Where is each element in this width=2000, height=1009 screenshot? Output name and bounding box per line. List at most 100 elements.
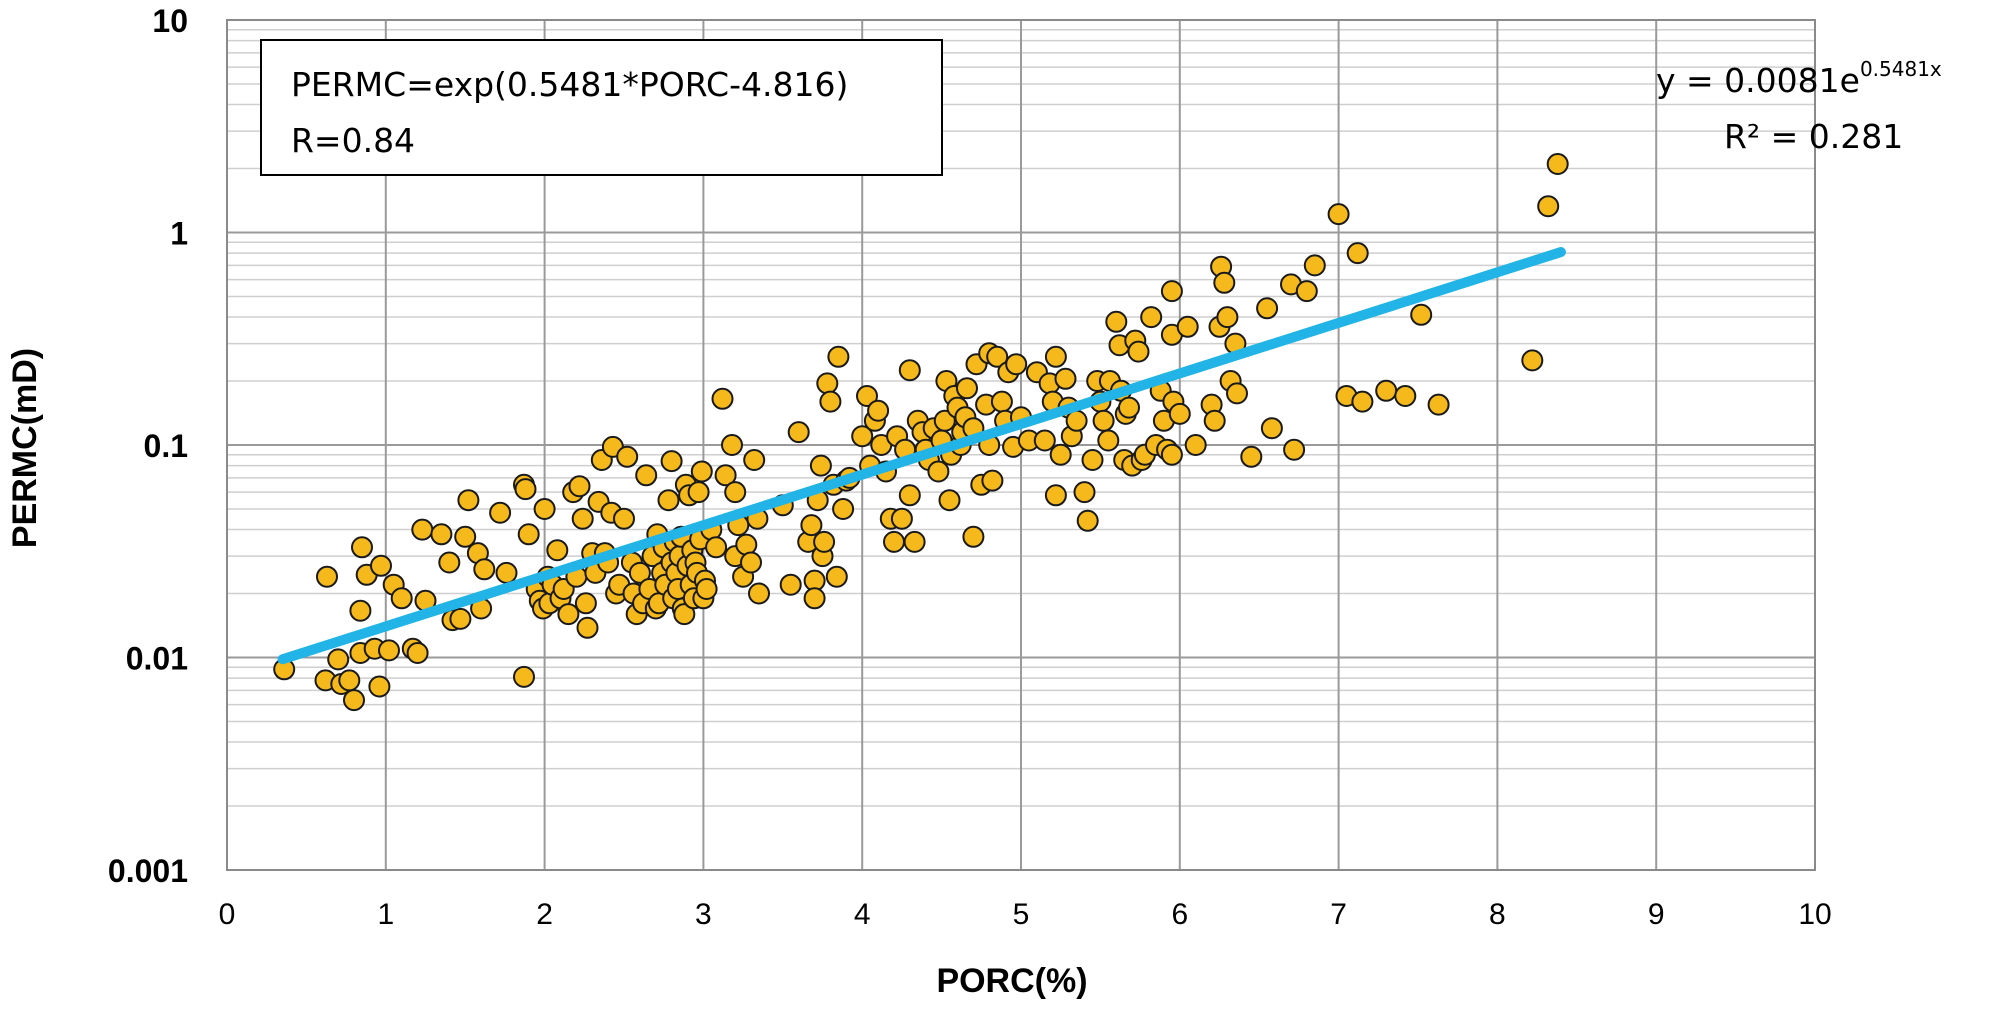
data-point — [1375, 379, 1398, 402]
data-point — [1394, 385, 1417, 407]
x-tick-label: 3 — [695, 898, 712, 931]
data-point — [1065, 409, 1088, 432]
data-point — [981, 469, 1004, 492]
data-point — [827, 345, 850, 368]
data-point — [1184, 434, 1207, 456]
data-point — [803, 587, 826, 610]
x-axis-tick-labels: 0 1 2 3 4 5 6 7 8 9 10 — [219, 898, 1832, 931]
data-point — [1295, 280, 1318, 303]
data-point — [517, 523, 540, 546]
data-point — [800, 514, 823, 537]
data-point — [1351, 390, 1374, 413]
data-point — [1521, 349, 1544, 372]
data-point — [673, 603, 696, 626]
data-point — [740, 551, 762, 574]
trendline-equation: y = 0.0081e0.5481x — [1656, 57, 1942, 100]
data-point — [1049, 443, 1072, 466]
data-point — [1044, 484, 1067, 507]
x-tick-label: 9 — [1648, 898, 1665, 931]
data-point — [695, 578, 718, 600]
data-point — [714, 464, 737, 487]
data-point — [1546, 153, 1569, 175]
y-axis-title: PERMC(mD) — [6, 348, 44, 548]
data-point — [787, 421, 810, 444]
x-tick-label: 6 — [1171, 898, 1188, 931]
x-tick-label: 0 — [219, 898, 236, 931]
data-point — [735, 533, 758, 556]
data-point — [390, 587, 413, 610]
data-point — [1226, 382, 1248, 405]
data-point — [489, 501, 512, 524]
x-tick-label: 4 — [854, 898, 871, 931]
trendline-layer — [277, 247, 1566, 665]
data-point — [454, 525, 477, 548]
data-point — [1283, 438, 1306, 461]
data-point — [711, 387, 734, 410]
data-point — [1160, 443, 1183, 466]
data-point — [1097, 429, 1120, 452]
data-point — [1118, 396, 1140, 419]
equation-box-border — [260, 39, 943, 176]
data-point — [1346, 242, 1369, 265]
data-point — [557, 603, 580, 626]
equation-box-line2: R=0.84 — [291, 121, 415, 160]
data-point — [1081, 449, 1104, 471]
data-point — [1427, 393, 1450, 416]
trendline-equation-exponent: 0.5481x — [1860, 57, 1942, 81]
data-point — [813, 530, 836, 553]
plot-area-frame — [226, 19, 1816, 871]
data-point — [657, 489, 680, 512]
data-point — [1216, 306, 1239, 329]
data-point — [1033, 429, 1056, 452]
data-point — [1105, 310, 1128, 333]
data-points — [273, 153, 1569, 712]
data-point — [705, 536, 728, 559]
data-point — [533, 498, 556, 520]
data-point — [338, 669, 361, 692]
data-point — [457, 489, 480, 512]
data-point — [635, 464, 658, 487]
data-point — [819, 390, 842, 413]
trendline-r-squared: R² = 0.281 — [1724, 117, 1903, 156]
data-point — [1203, 409, 1226, 432]
data-point — [956, 377, 978, 400]
data-point — [1537, 195, 1560, 218]
data-point — [933, 409, 956, 432]
data-point — [546, 539, 569, 562]
x-tick-label: 1 — [377, 898, 394, 931]
data-point — [411, 518, 434, 541]
data-point — [370, 554, 392, 577]
data-point — [1327, 203, 1350, 226]
data-point — [898, 484, 921, 507]
y-tick-label: 1 — [170, 216, 188, 252]
exponential-trendline — [277, 247, 1566, 665]
data-point — [1005, 353, 1028, 376]
data-point — [1076, 509, 1099, 532]
data-point — [1044, 345, 1067, 368]
data-point — [438, 551, 461, 574]
data-point — [378, 639, 400, 662]
trendline-equation-prefix: y = 0.0081e — [1656, 61, 1860, 100]
x-tick-label: 2 — [536, 898, 553, 931]
data-point — [628, 561, 651, 584]
data-point — [883, 530, 905, 553]
data-point — [903, 530, 926, 553]
data-point — [1176, 315, 1199, 338]
data-point — [343, 689, 365, 712]
data-point — [898, 359, 921, 382]
data-point — [1240, 445, 1263, 468]
data-point — [867, 399, 890, 422]
data-point — [990, 390, 1013, 413]
data-point — [832, 498, 855, 520]
y-tick-label: 0.001 — [108, 853, 188, 889]
data-point — [1140, 306, 1163, 329]
data-point — [327, 648, 350, 671]
data-point — [1160, 280, 1183, 303]
x-tick-label: 10 — [1798, 898, 1831, 931]
data-point — [856, 385, 878, 407]
data-point — [449, 607, 472, 630]
data-point — [349, 599, 372, 622]
data-point — [962, 525, 985, 548]
data-point — [568, 475, 591, 498]
